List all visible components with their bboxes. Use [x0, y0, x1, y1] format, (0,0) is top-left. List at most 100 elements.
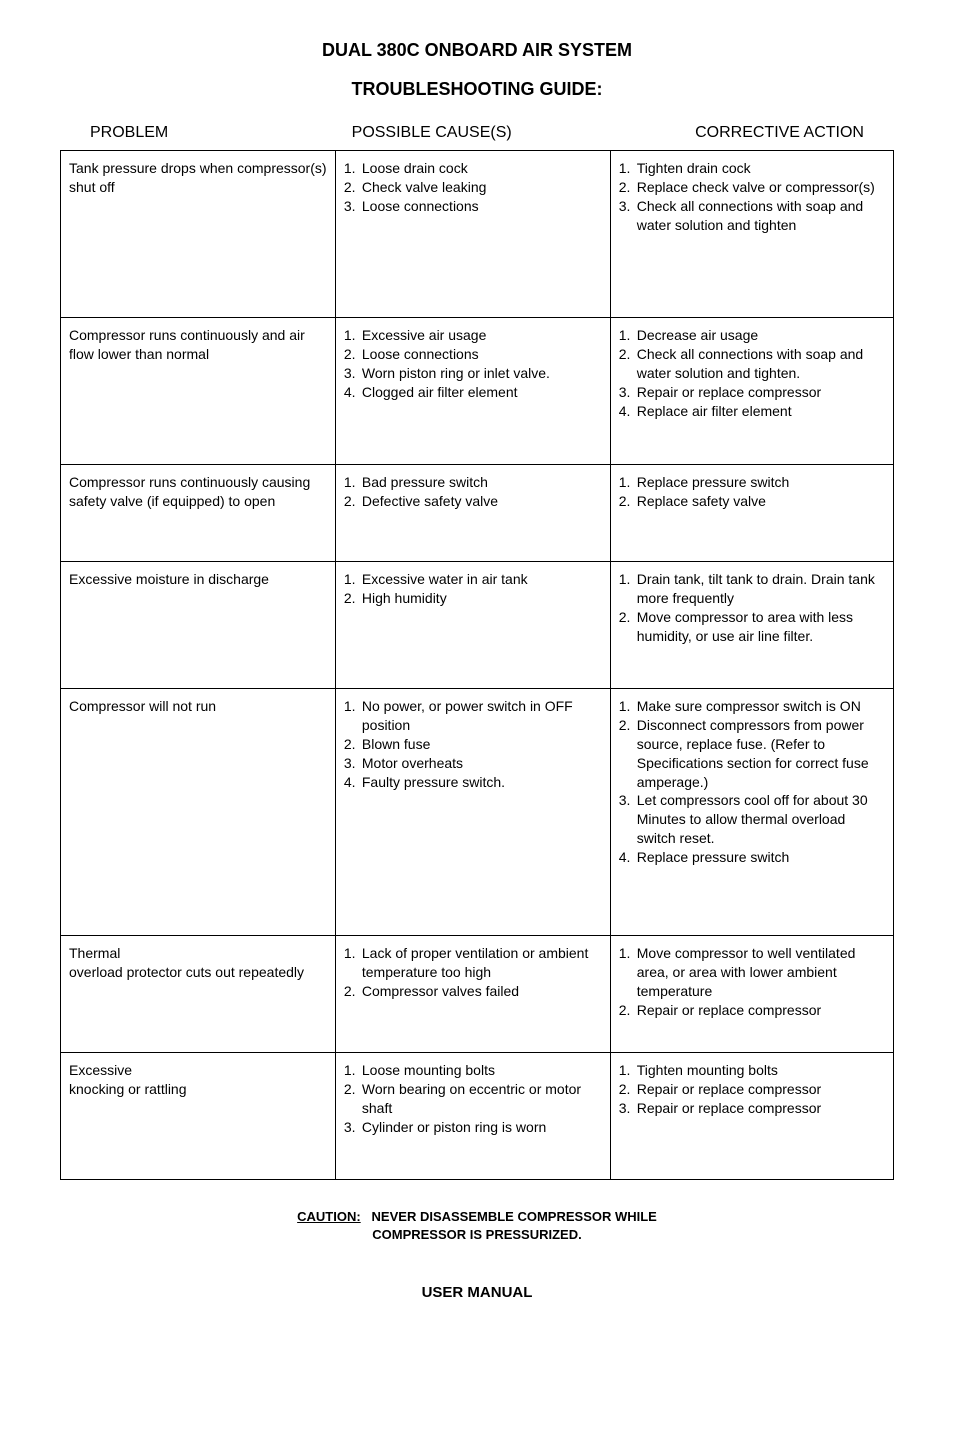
list-item: 1. Make sure compressor switch is ON	[619, 697, 885, 716]
list-item: 3. Check all connections with soap and wa…	[619, 197, 885, 235]
list-item: 1.Excessive air usage	[344, 326, 602, 345]
list-number: 2.	[619, 345, 631, 364]
table-body: Tank pressure drops when compressor(s) s…	[61, 151, 894, 1180]
cell-actions: 1.Decrease air usage2.Check all connecti…	[610, 318, 893, 465]
list-number: 1.	[344, 326, 356, 345]
list-number: 1.	[344, 159, 356, 178]
cell-problem: Compressor runs continuously causing saf…	[61, 465, 336, 562]
list-text: Compressor valves failed	[362, 983, 519, 999]
list-number: 2.	[619, 716, 631, 735]
cell-problem: Excessive moisture in discharge	[61, 562, 336, 689]
list-item: 2.Move compressor to area with less humi…	[619, 608, 885, 646]
list-text: No power, or power switch in OFF positio…	[362, 698, 573, 733]
list-text: Drain tank, tilt tank to drain. Drain ta…	[637, 571, 875, 606]
cell-causes: 1.Excessive water in air tank2.High humi…	[335, 562, 610, 689]
cell-actions: 1. Move compressor to well ventilated are…	[610, 936, 893, 1053]
list-number: 1.	[619, 697, 631, 716]
list-text: Bad pressure switch	[362, 474, 488, 490]
cell-problem: Compressor will not run	[61, 689, 336, 936]
list-number: 1.	[619, 944, 631, 963]
list-number: 2.	[619, 1080, 631, 1099]
list-text: Loose connections	[362, 198, 479, 214]
list-text: Make sure compressor switch is ON	[637, 698, 861, 714]
caution-label: CAUTION:	[297, 1209, 361, 1224]
list-number: 3.	[619, 383, 631, 402]
list-item: 2.Check all connections with soap and wa…	[619, 345, 885, 383]
list-number: 1.	[619, 159, 631, 178]
caution-text1: NEVER DISASSEMBLE COMPRESSOR WHILE	[372, 1209, 657, 1224]
list-text: Replace air filter element	[637, 403, 792, 419]
list-number: 3.	[344, 754, 356, 773]
list-item: 1.Replace pressure switch	[619, 473, 885, 492]
list-number: 2.	[619, 178, 631, 197]
list-text: Clogged air filter element	[362, 384, 518, 400]
list-number: 2.	[619, 608, 631, 627]
list-item: 1.Loose mounting bolts	[344, 1061, 602, 1080]
list-item: 2.Defective safety valve	[344, 492, 602, 511]
footer-label: USER MANUAL	[60, 1284, 894, 1301]
list-text: Let compressors cool off for about 30 Mi…	[637, 792, 868, 846]
list-item: 2.Blown fuse	[344, 735, 602, 754]
caution-block: CAUTION: NEVER DISASSEMBLE COMPRESSOR WH…	[60, 1208, 894, 1244]
cell-actions: 1.Drain tank, tilt tank to drain. Drain …	[610, 562, 893, 689]
cell-actions: 1.Replace pressure switch2.Replace safet…	[610, 465, 893, 562]
list-item: 3.Motor overheats	[344, 754, 602, 773]
list-number: 3.	[619, 197, 631, 216]
list-item: 2.Repair or replace compressor	[619, 1080, 885, 1099]
list-item: 4. Replace pressure switch	[619, 848, 885, 867]
page-subtitle: TROUBLESHOOTING GUIDE:	[60, 79, 894, 100]
table-row: Compressor will not run 1. No power, or po…	[61, 689, 894, 936]
list-text: Replace pressure switch	[637, 849, 790, 865]
list-text: Move compressor to well ventilated area,…	[637, 945, 856, 999]
list-number: 4.	[344, 773, 356, 792]
cell-problem: Excessiveknocking or rattling	[61, 1053, 336, 1180]
list-item: 3.Repair or replace compressor	[619, 383, 885, 402]
list-item: 2. Disconnect compressors from power sour…	[619, 716, 885, 792]
column-header-cause: POSSIBLE CAUSE(S)	[352, 124, 512, 142]
list-item: 2.Compressor valves failed	[344, 982, 602, 1001]
cell-causes: 1.Loose mounting bolts2.Worn bearing on …	[335, 1053, 610, 1180]
list-item: 3.Loose connections	[344, 197, 602, 216]
list-item: 3. Let compressors cool off for about 30 …	[619, 791, 885, 848]
list-item: 2. Loose connections	[344, 345, 602, 364]
list-number: 2.	[344, 178, 356, 197]
list-item: 1. No power, or power switch in OFF posit…	[344, 697, 602, 735]
list-number: 1.	[344, 944, 356, 963]
caution-text-line1	[364, 1209, 371, 1224]
caution-text2: COMPRESSOR IS PRESSURIZED.	[372, 1227, 581, 1242]
list-item: 1. Move compressor to well ventilated are…	[619, 944, 885, 1001]
column-header-action: CORRECTIVE ACTION	[695, 124, 864, 142]
list-text: Check all connections with soap and wate…	[637, 198, 863, 233]
table-row: Tank pressure drops when compressor(s) s…	[61, 151, 894, 318]
list-item: 4. Clogged air filter element	[344, 383, 602, 402]
table-row: Thermaloverload protector cuts out repea…	[61, 936, 894, 1053]
list-item: 4. Faulty pressure switch.	[344, 773, 602, 792]
list-item: 1.Tighten mounting bolts	[619, 1061, 885, 1080]
list-item: 2.Repair or replace compressor	[619, 1001, 885, 1020]
list-text: Tighten drain cock	[637, 160, 751, 176]
list-number: 2.	[344, 1080, 356, 1099]
list-text: Disconnect compressors from power source…	[637, 717, 869, 790]
list-number: 4.	[619, 848, 631, 867]
list-number: 1.	[619, 473, 631, 492]
list-number: 1.	[344, 697, 356, 716]
list-text: Check valve leaking	[362, 179, 487, 195]
list-item: 2.Replace safety valve	[619, 492, 885, 511]
list-text: Loose connections	[362, 346, 479, 362]
list-number: 3.	[619, 791, 631, 810]
cell-actions: 1. Tighten drain cock 2.Replace check valv…	[610, 151, 893, 318]
list-number: 2.	[344, 492, 356, 511]
list-item: 2.Replace check valve or compressor(s)	[619, 178, 885, 197]
cell-actions: 1. Make sure compressor switch is ON 2. Dis…	[610, 689, 893, 936]
list-text: Faulty pressure switch.	[362, 774, 505, 790]
list-number: 2.	[344, 345, 356, 364]
list-item: 4.Replace air filter element	[619, 402, 885, 421]
list-text: Worn piston ring or inlet valve.	[362, 365, 550, 381]
list-number: 4.	[344, 383, 356, 402]
list-item: 1.Bad pressure switch	[344, 473, 602, 492]
list-number: 3.	[619, 1099, 631, 1118]
cell-causes: 1. No power, or power switch in OFF posit…	[335, 689, 610, 936]
column-headers-row: PROBLEM POSSIBLE CAUSE(S) CORRECTIVE ACT…	[60, 124, 894, 150]
table-row: Excessive moisture in discharge1.Excessi…	[61, 562, 894, 689]
cell-actions: 1.Tighten mounting bolts2.Repair or repl…	[610, 1053, 893, 1180]
